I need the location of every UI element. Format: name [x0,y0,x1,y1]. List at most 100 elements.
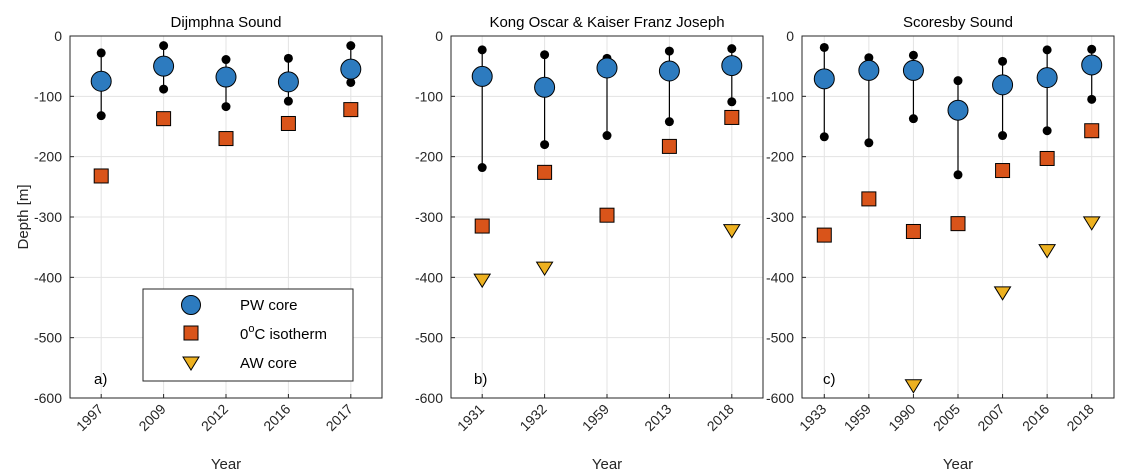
panel-b-ytick-label: -600 [415,390,443,406]
panel-c-pw-core-point [992,74,1014,96]
panel-a-isotherm-point [93,168,109,184]
panel-a-ytick-label: -200 [34,149,62,165]
panel-a-isotherm-point [280,115,296,131]
legend-isotherm-label: 0oC isotherm [240,323,327,343]
panel-c-isotherm-point [905,223,921,239]
panel-b-x-axis-label: Year [592,456,622,473]
panel-a-pw-core-point [340,58,362,80]
panel-b-pw-lower-point [664,117,674,127]
panel-c-aw-core-point [1082,216,1101,231]
panel-c-pw-upper-point [1042,45,1052,55]
panel-c-aw-core-point [993,286,1012,301]
panel-c-letter: c) [823,371,836,388]
panel-c-pw-lower-point [864,138,874,148]
legend-isotherm-label-sup: o [248,323,254,335]
panel-c-pw-lower-point [819,132,829,142]
panel-b-xtick-label: 1932 [516,401,549,434]
panel-b-xtick-label: 2018 [704,401,737,434]
panel-c-xtick-label: 1990 [885,401,918,434]
panel-c-pw-core-point [813,68,835,90]
panel-c-pw-upper-point [864,53,874,63]
panel-a-pw-core-point [153,55,175,77]
panel-c-xtick-label: 2007 [974,401,1007,434]
panel-a-title: Dijmphna Sound [171,14,282,31]
panel-c-title: Scoresby Sound [903,14,1013,31]
panel-a-xtick-label: 2017 [323,401,356,434]
panel-c-aw-core-point [1038,244,1057,259]
panel-b-pw-core-point [596,57,618,79]
panel-a-pw-upper-point [96,48,106,58]
panel-b-ytick-label: -200 [415,149,443,165]
panel-a-pw-lower-point [96,111,106,121]
panel-a-pw-core-point [90,70,112,92]
panel-a-xtick-label: 2012 [198,401,231,434]
panel-b-ytick-label: -100 [415,88,443,104]
panel-b-xtick-label: 1931 [454,401,487,434]
panel-c-pw-core-point [1081,54,1103,76]
legend-pw-marker [181,295,201,315]
panel-c-pw-core-point [902,59,924,81]
legend-pw-label: PW core [240,297,298,314]
panel-c-isotherm-point [861,191,877,207]
panel-a-ytick-label: 0 [54,28,62,44]
panel-c-xtick-label: 2016 [1019,401,1052,434]
panel-b: 0 -100 -200 -300 -400 -500 -600 1931 1932 1959 201… [415,14,764,473]
panel-a-isotherm-point [218,131,234,147]
panel-a-pw-upper-point [346,41,356,51]
panel-a-xtick-label: 2016 [260,401,293,434]
panel-c-isotherm-point [816,227,832,243]
panel-c-isotherm-point [950,216,966,232]
panel-c-pw-upper-point [908,50,918,60]
panel-c-ytick-label: -300 [766,209,794,225]
panel-c-ytick-label: -100 [766,88,794,104]
panel-b-xtick-label: 2013 [641,401,674,434]
panel-a-pw-lower-point [159,84,169,94]
panel-c-ytick-label: -500 [766,330,794,346]
panel-b-aw-core-point [473,273,492,289]
panel-c-pw-upper-point [953,76,963,86]
panel-c-aw-core-point [904,379,923,394]
panel-b-aw-core-point [535,261,554,277]
panel-b-ytick-label: -500 [415,330,443,346]
panel-c-xtick-label: 2005 [930,401,963,434]
panel-b-ytick-label: -400 [415,269,443,285]
legend-isotherm-label-main: 0 [240,326,248,343]
panel-a-letter: a) [94,371,107,388]
panel-a-pw-core-point [215,66,237,88]
panel-a-pw-upper-point [283,53,293,63]
panel-c-pw-lower-point [953,170,963,180]
panel-b-markers [471,55,743,289]
panel-a-isotherm-point [156,111,172,127]
panel-a-ytick-label: -600 [34,390,62,406]
panel-b-isotherm-point [724,109,740,125]
panel-c-pw-lower-point [908,114,918,124]
panel-b-pw-lower-point [540,140,550,150]
panel-b-pw-core-point [721,55,743,77]
panel-c-xtick-label: 1933 [796,401,829,434]
panel-c-pw-core-point [1036,67,1058,89]
panel-a-y-axis-label: Depth [m] [15,184,32,249]
panel-b-pw-core-point [471,65,493,87]
panel-b-pw-core-point [658,60,680,82]
panel-c-isotherm-point [995,163,1011,179]
panel-a-xtick-label: 1997 [73,401,106,434]
panel-b-pw-upper-point [477,45,487,55]
panel-c-xtick-label: 2018 [1063,401,1096,434]
panel-b-xtick-label: 1959 [579,401,612,434]
panel-c-isotherm-point [1084,123,1100,139]
panel-c-x-axis-label: Year [943,456,973,473]
panel-b-ticks: 0 -100 -200 -300 -400 -500 -600 1931 1932 1959 201… [415,28,737,434]
panel-b-title: Kong Oscar & Kaiser Franz Joseph [489,14,724,31]
panel-b-ytick-label: 0 [435,28,443,44]
panel-a-pw-upper-point [221,55,231,65]
panel-a-ytick-label: -400 [34,269,62,285]
panel-b-pw-upper-point [664,46,674,56]
panel-a-ytick-label: -500 [34,330,62,346]
panel-c-pw-core-point [858,59,880,81]
legend-aw-label: AW core [240,355,297,372]
panel-c-pw-upper-point [1087,44,1097,54]
panel-c-isotherm-point [1039,150,1055,166]
panel-a: 0 -100 -200 -300 -400 -500 -600 1997 2009 2012 201… [15,14,383,473]
panel-c-ytick-label: 0 [786,28,794,44]
